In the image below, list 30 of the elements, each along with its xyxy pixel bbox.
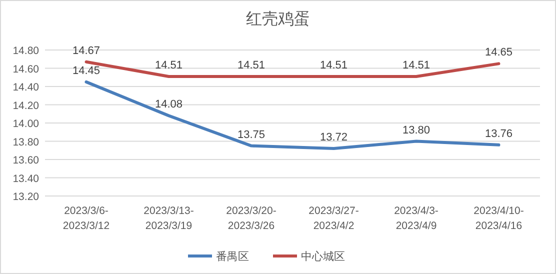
data-label: 14.51	[402, 59, 430, 72]
data-label: 14.51	[237, 59, 266, 72]
data-label: 13.80	[402, 124, 430, 136]
data-label: 13.72	[320, 132, 348, 144]
x-tick-label: 2023/3/6-2023/3/12	[62, 205, 110, 232]
x-tick-label: 2023/4/10-2023/4/16	[474, 205, 524, 232]
y-tick-label: 14.00	[12, 118, 40, 130]
data-label: 14.51	[320, 59, 348, 72]
chart-title: 红壳鸡蛋	[246, 10, 310, 28]
y-tick-label: 14.40	[12, 82, 40, 94]
data-label: 14.67	[72, 44, 100, 57]
y-tick-label: 14.60	[12, 63, 40, 76]
y-tick-label: 13.60	[12, 154, 40, 166]
y-tick-label: 13.40	[12, 172, 40, 185]
y-tick-label: 13.20	[12, 191, 40, 203]
y-tick-label: 14.20	[12, 100, 40, 112]
x-tick-label: 2023/4/3-2023/4/9	[394, 205, 439, 232]
x-tick-label: 2023/3/13-2023/3/19	[144, 205, 194, 232]
y-tick-label: 13.80	[12, 136, 40, 148]
legend-label: 番禺区	[216, 250, 249, 263]
y-tick-label: 14.80	[12, 45, 40, 57]
data-label: 14.45	[72, 64, 100, 77]
data-label: 13.75	[237, 128, 266, 141]
data-label: 14.65	[484, 46, 513, 59]
x-tick-label: 2023/3/27-2023/4/2	[308, 205, 360, 232]
data-label: 14.08	[154, 98, 183, 111]
x-tick-label: 2023/3/20-2023/3/26	[226, 205, 277, 232]
legend-label: 中心城区	[301, 250, 345, 263]
data-label: 14.51	[154, 59, 183, 72]
data-label: 13.76	[484, 128, 513, 140]
